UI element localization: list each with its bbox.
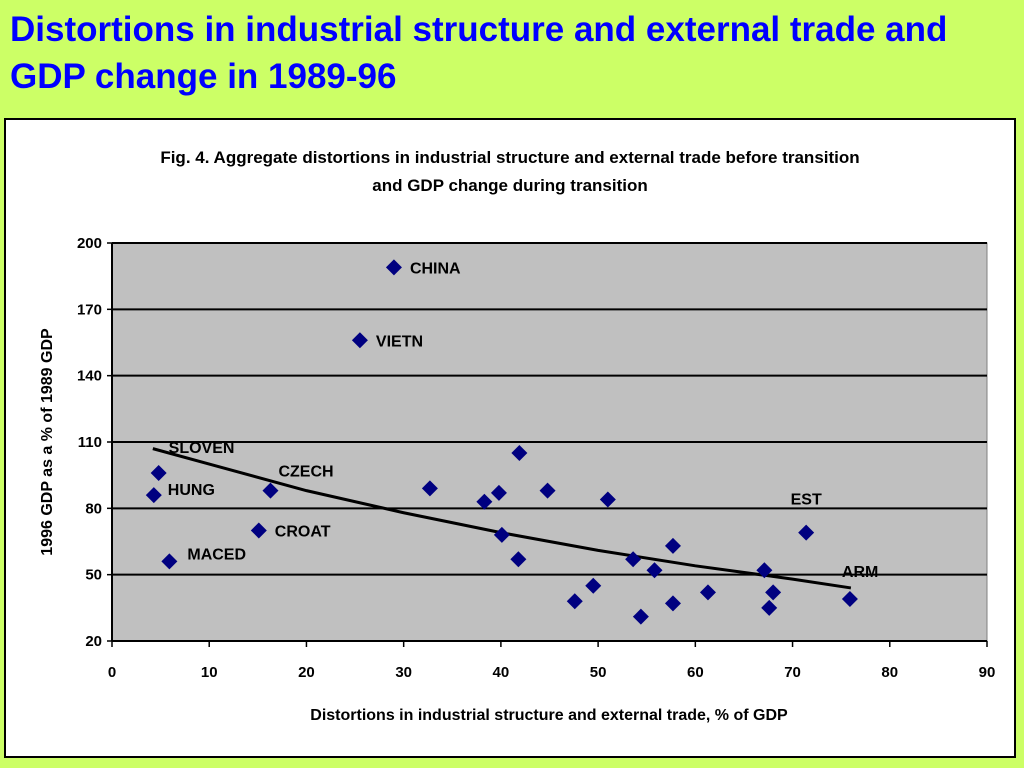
data-point bbox=[585, 577, 602, 594]
x-tick-label: 70 bbox=[784, 664, 801, 681]
data-point bbox=[699, 584, 716, 601]
axes bbox=[107, 242, 988, 647]
point-label: HUNG bbox=[168, 482, 215, 499]
y-tick-label: 200 bbox=[77, 235, 102, 252]
point-label: CROAT bbox=[275, 523, 331, 540]
slide-title: Distortions in industrial structure and … bbox=[10, 10, 948, 96]
x-tick-label: 30 bbox=[395, 664, 412, 681]
chart-title: Fig. 4. Aggregate distortions in industr… bbox=[6, 144, 1014, 200]
x-tick-label: 40 bbox=[493, 664, 510, 681]
x-axis-label: Distortions in industrial structure and … bbox=[310, 707, 788, 724]
data-point bbox=[756, 562, 773, 579]
data-point bbox=[761, 599, 778, 616]
point-label: CHINA bbox=[410, 260, 461, 277]
chart-title-line-1: Fig. 4. Aggregate distortions in industr… bbox=[160, 148, 860, 167]
data-point bbox=[385, 259, 402, 276]
data-point bbox=[625, 551, 642, 568]
data-point bbox=[421, 480, 438, 497]
x-tick-label: 60 bbox=[687, 664, 704, 681]
point-label: SLOVEN bbox=[169, 440, 235, 457]
y-tick-label: 50 bbox=[85, 567, 102, 584]
data-point bbox=[664, 595, 681, 612]
y-tick-label: 110 bbox=[78, 434, 102, 451]
data-point bbox=[664, 537, 681, 554]
x-tick-label: 90 bbox=[979, 664, 996, 681]
x-tick-label: 10 bbox=[201, 664, 218, 681]
data-point bbox=[599, 491, 616, 508]
data-points bbox=[145, 259, 858, 625]
point-label: MACED bbox=[187, 546, 246, 563]
chart-title-line-2: and GDP change during transition bbox=[372, 176, 648, 195]
x-tick-label: 80 bbox=[881, 664, 898, 681]
data-point bbox=[539, 482, 556, 499]
x-tick-label: 20 bbox=[298, 664, 315, 681]
data-point bbox=[841, 590, 858, 607]
data-point bbox=[262, 482, 279, 499]
y-axis-label: 1996 GDP as a % of 1989 GDP bbox=[39, 328, 56, 556]
data-point bbox=[493, 526, 510, 543]
y-tick-label: 170 bbox=[77, 301, 102, 318]
data-point bbox=[510, 551, 527, 568]
x-tick-label: 50 bbox=[590, 664, 607, 681]
y-tick-label: 20 bbox=[85, 633, 102, 650]
data-point bbox=[632, 608, 649, 625]
point-labels: CHINA VIETN SLOVEN HUNG CZECH CROAT MACED EST AR… bbox=[168, 260, 879, 581]
point-label: EST bbox=[791, 492, 822, 509]
y-tick-label: 80 bbox=[85, 500, 102, 517]
x-tick-label: 0 bbox=[108, 664, 116, 681]
data-point bbox=[250, 522, 267, 539]
data-point bbox=[490, 484, 507, 501]
y-tick-label: 140 bbox=[77, 368, 102, 385]
chart-frame: Fig. 4. Aggregate distortions in industr… bbox=[4, 118, 1016, 758]
data-point bbox=[646, 562, 663, 579]
data-point bbox=[566, 593, 583, 610]
point-label: VIETN bbox=[376, 333, 423, 350]
point-label: ARM bbox=[842, 564, 878, 581]
data-point bbox=[798, 524, 815, 541]
data-point bbox=[765, 584, 782, 601]
data-point bbox=[145, 487, 162, 504]
point-label: CZECH bbox=[278, 464, 333, 481]
data-point bbox=[351, 332, 368, 349]
gridlines bbox=[112, 242, 987, 576]
data-point bbox=[476, 493, 493, 510]
scatter-chart: 20 50 80 110 140 170 200 0 10 20 30 40 50 60 70 80 90 CH… bbox=[39, 235, 995, 724]
data-point bbox=[150, 464, 167, 481]
tick-labels: 20 50 80 110 140 170 200 0 10 20 30 40 50 60 70 80 90 bbox=[77, 235, 995, 681]
data-point bbox=[161, 553, 178, 570]
